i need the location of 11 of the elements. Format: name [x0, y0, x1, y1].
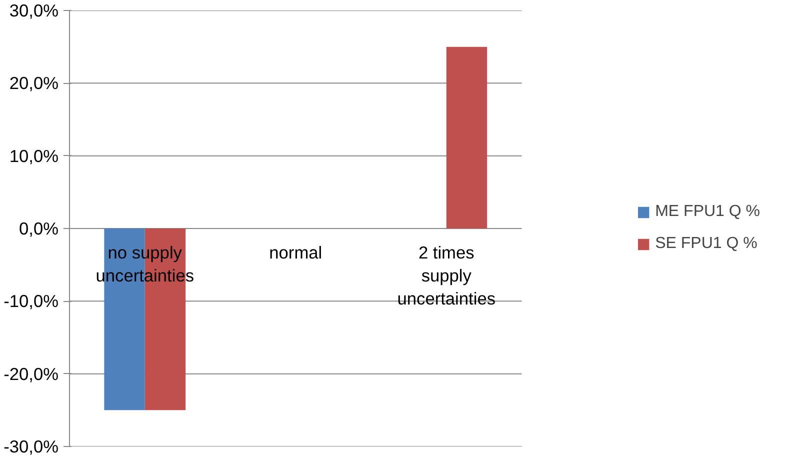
- y-tick-label: 30,0%: [9, 0, 59, 20]
- y-tick-label: -10,0%: [4, 291, 59, 312]
- legend-label: ME FPU1 Q %: [655, 203, 760, 221]
- y-tick-label: 20,0%: [9, 73, 59, 94]
- x-tick-label: normal: [269, 242, 322, 262]
- legend-label: SE FPU1 Q %: [655, 235, 758, 253]
- y-tick-label: -30,0%: [4, 436, 59, 456]
- y-tick-label: 0,0%: [19, 218, 59, 238]
- y-tick-label: -20,0%: [4, 364, 59, 384]
- x-tick-label: 2 times supply uncertainties: [397, 242, 496, 308]
- y-tick-label: 10,0%: [9, 146, 59, 166]
